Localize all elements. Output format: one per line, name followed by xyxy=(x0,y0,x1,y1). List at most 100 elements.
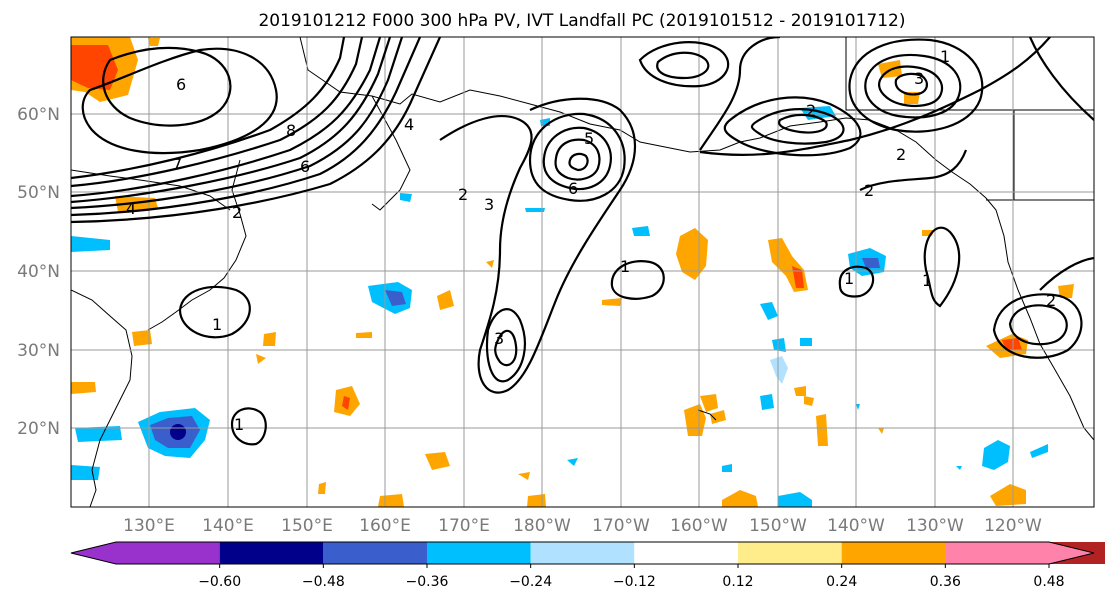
pv-contour xyxy=(638,41,730,88)
anomaly-patch xyxy=(1030,444,1048,458)
hawaii-coast xyxy=(697,409,717,421)
colorbar-segment xyxy=(841,542,946,564)
pv-contour xyxy=(71,37,364,188)
anomaly-patch xyxy=(772,338,786,352)
anomaly-patch xyxy=(486,260,494,268)
colorbar: −0.60 −0.48 −0.36 −0.24 −0.12 0.12 0.24 0.36 0.4… xyxy=(70,541,1105,590)
pv-contour xyxy=(1008,304,1068,346)
pv-contour xyxy=(723,96,862,157)
contour-label: 6 xyxy=(568,179,578,198)
pv-contour xyxy=(230,407,267,446)
map-background xyxy=(71,37,1094,507)
map-frame xyxy=(70,36,1095,508)
pv-contour xyxy=(923,226,961,308)
anomaly-patch xyxy=(1002,338,1022,350)
anomaly-patch xyxy=(778,492,812,507)
colorbar-segment xyxy=(427,542,531,564)
lon-label: 130°E xyxy=(123,516,175,536)
colorbar-tick-label: −0.36 xyxy=(406,574,449,590)
colorbar-segment xyxy=(738,542,842,564)
colorbar-tick-label: 0.36 xyxy=(930,574,961,590)
anomaly-patch xyxy=(132,330,152,346)
anomaly-patch xyxy=(318,482,326,494)
contour-label: 5 xyxy=(584,129,594,148)
anomaly-patch xyxy=(567,458,578,466)
lon-label: 180°W xyxy=(513,516,571,536)
pv-contour xyxy=(610,260,665,300)
pv-contour xyxy=(878,65,944,107)
pv-contour xyxy=(71,37,392,204)
contour-label: 3 xyxy=(494,329,504,348)
pv-contour xyxy=(71,37,442,224)
pv-contour xyxy=(894,72,928,96)
contour-label: 2 xyxy=(864,181,874,200)
colorbar-tick-label: −0.24 xyxy=(509,574,552,590)
anomaly-patch xyxy=(816,414,828,446)
contour-label: 4 xyxy=(126,199,136,218)
pv-contour xyxy=(750,108,845,145)
pv-contour xyxy=(485,308,526,383)
anomaly-patch xyxy=(700,394,718,412)
pv-contour xyxy=(71,37,346,180)
colorbar-tick-label: −0.12 xyxy=(613,574,656,590)
colorbar-segment xyxy=(945,542,1094,564)
contour-label: 2 xyxy=(806,101,816,120)
lon-label: 120°W xyxy=(984,516,1042,536)
lon-label: 130°W xyxy=(906,516,964,536)
anomaly-patch xyxy=(794,386,806,396)
anomaly-fields xyxy=(71,37,1074,507)
anomaly-patch xyxy=(170,424,186,440)
contour-label: 1 xyxy=(620,257,630,276)
anomaly-patch xyxy=(878,428,884,434)
anomaly-patch xyxy=(722,464,732,472)
anomaly-patch xyxy=(525,208,545,212)
colorbar-segment xyxy=(323,542,427,564)
pv-contour xyxy=(864,54,962,119)
contour-label: 2 xyxy=(896,145,906,164)
contour-label: 4 xyxy=(404,115,414,134)
longitude-labels: 130°E 140°E 150°E 160°E 170°E 180°W 170°… xyxy=(123,516,1042,536)
anomaly-patch xyxy=(804,396,814,406)
anomaly-patch xyxy=(115,196,158,212)
anomaly-patch xyxy=(71,45,118,90)
anomaly-patch xyxy=(425,452,450,470)
pv-contour xyxy=(71,37,404,210)
pv-contour xyxy=(699,37,781,151)
anomaly-patch xyxy=(770,356,788,384)
pv-contour xyxy=(494,329,518,367)
pv-contour xyxy=(778,113,828,134)
colorbar-segment xyxy=(634,542,738,564)
latitude-labels: 60°N 50°N 40°N 30°N 20°N xyxy=(17,105,60,439)
anomaly-patch xyxy=(982,440,1010,470)
anomaly-patch xyxy=(342,396,350,410)
anomaly-patch xyxy=(632,226,650,236)
anomaly-patch xyxy=(148,38,160,46)
pv-contour xyxy=(102,46,232,127)
colorbar-segments xyxy=(71,542,1105,564)
anomaly-patch xyxy=(676,228,708,280)
pv-contours xyxy=(71,37,1094,446)
anomaly-patch xyxy=(956,466,962,470)
colorbar-segment xyxy=(71,542,220,564)
anomaly-patch xyxy=(75,426,122,442)
lon-label: 140°E xyxy=(202,516,254,536)
lon-label: 150°W xyxy=(749,516,807,536)
pv-contour xyxy=(71,37,382,198)
colorbar-tick-label: 0.48 xyxy=(1033,574,1064,590)
anomaly-patch xyxy=(856,404,860,410)
pv-contour xyxy=(81,47,278,155)
map-plot-area: 6 8 7 6 4 4 2 2 3 5 6 3 2 2 2 1 1 1 1 1 … xyxy=(71,37,1094,507)
pv-contour xyxy=(542,126,612,191)
contour-label: 6 xyxy=(176,75,186,94)
lon-label: 150°E xyxy=(281,516,333,536)
colorbar-segment xyxy=(530,542,635,564)
lat-label-60n: 60°N xyxy=(17,105,60,125)
pv-contour xyxy=(71,37,422,217)
anomaly-patch xyxy=(800,338,812,346)
anomaly-patch xyxy=(400,193,412,202)
anomaly-patch xyxy=(71,465,100,480)
anomaly-patch xyxy=(437,290,454,310)
anomaly-patch xyxy=(760,394,774,410)
lon-label: 160°W xyxy=(670,516,728,536)
